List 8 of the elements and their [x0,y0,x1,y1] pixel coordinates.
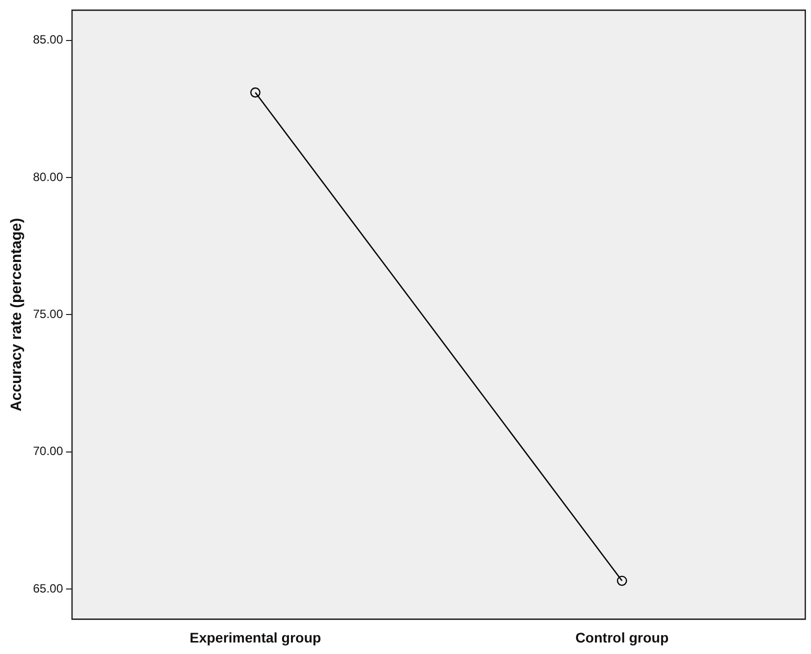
y-tick-label: 75.00 [33,307,64,322]
x-tick-label: Control group [575,629,669,646]
y-tick-label: 80.00 [33,170,64,184]
y-tick-label: 65.00 [33,581,64,596]
x-tick-label: Experimental group [190,629,322,646]
y-axis-title: Accuracy rate (percentage) [8,218,26,412]
y-tick-label: 70.00 [33,444,64,458]
y-tick-label: 85.00 [33,32,64,47]
